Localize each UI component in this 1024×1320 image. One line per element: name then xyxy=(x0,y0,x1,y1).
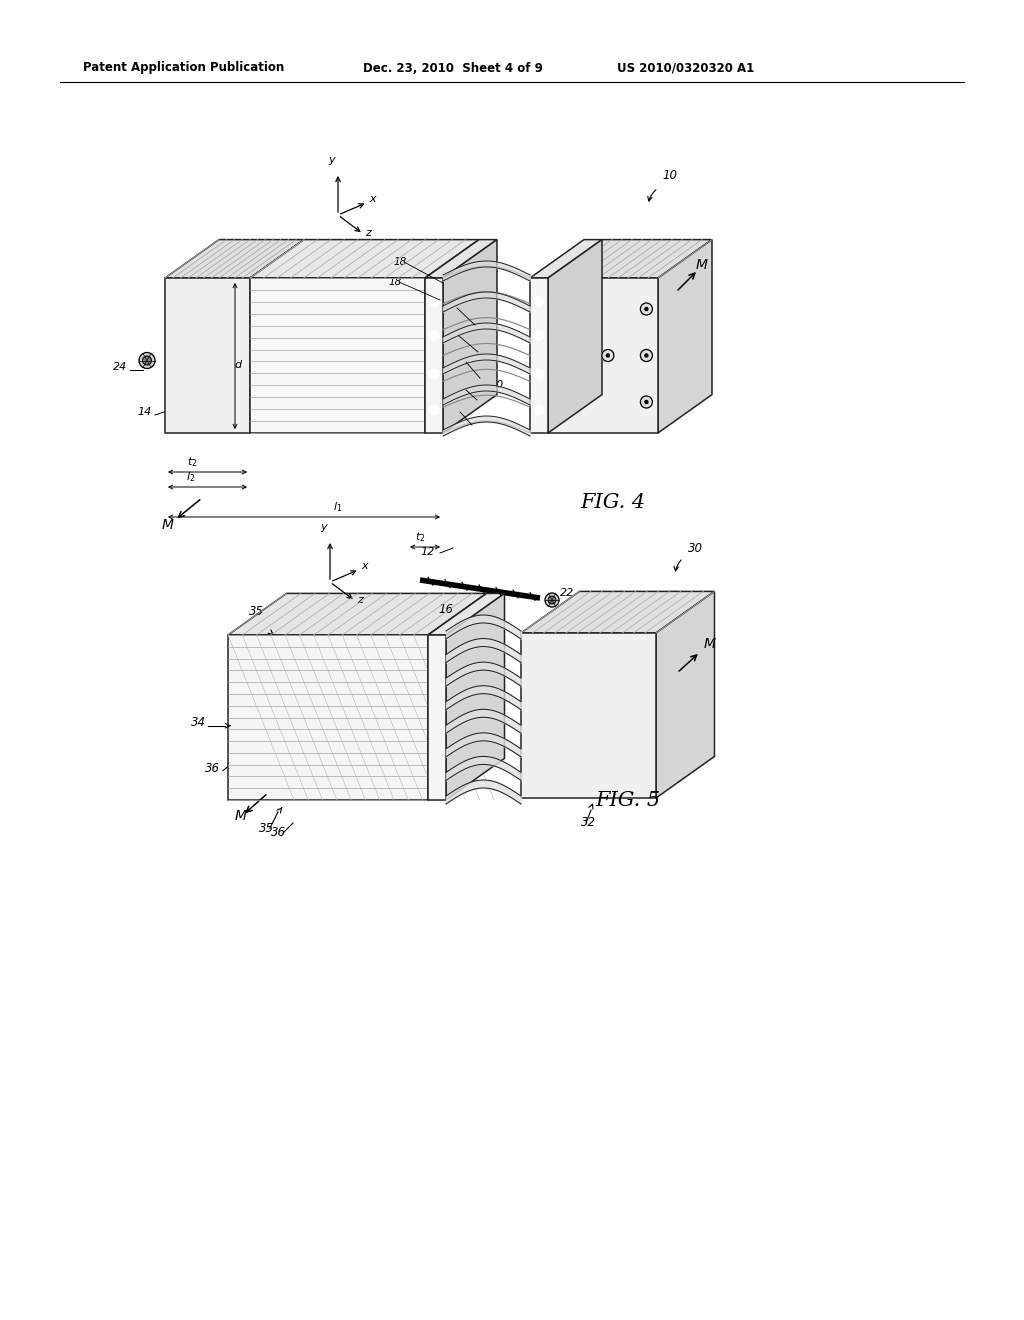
Text: d: d xyxy=(234,360,242,370)
Text: 16: 16 xyxy=(468,257,482,267)
Polygon shape xyxy=(228,635,428,800)
Circle shape xyxy=(429,330,439,341)
Text: y: y xyxy=(321,521,327,532)
Text: US 2010/0320320 A1: US 2010/0320320 A1 xyxy=(617,62,755,74)
Circle shape xyxy=(429,370,439,379)
Circle shape xyxy=(640,304,652,315)
Polygon shape xyxy=(250,240,304,433)
Text: 18: 18 xyxy=(393,257,407,267)
Text: x: x xyxy=(370,194,376,203)
Text: x: x xyxy=(361,561,368,570)
Polygon shape xyxy=(228,594,486,635)
Polygon shape xyxy=(425,240,497,279)
Circle shape xyxy=(548,597,556,603)
Polygon shape xyxy=(521,634,656,799)
Text: 18: 18 xyxy=(388,277,401,286)
Polygon shape xyxy=(250,240,479,279)
Polygon shape xyxy=(425,279,443,433)
Circle shape xyxy=(534,330,544,341)
Polygon shape xyxy=(658,240,712,433)
Text: 16: 16 xyxy=(438,603,453,616)
Text: 30: 30 xyxy=(688,543,703,554)
Text: 18: 18 xyxy=(456,385,469,395)
Polygon shape xyxy=(656,591,715,799)
Circle shape xyxy=(602,350,614,362)
Polygon shape xyxy=(521,591,715,634)
Text: M: M xyxy=(705,638,716,651)
Text: FIG. 4: FIG. 4 xyxy=(580,492,645,511)
Text: 35: 35 xyxy=(258,822,273,836)
Circle shape xyxy=(640,350,652,362)
Polygon shape xyxy=(443,240,497,433)
Text: 24: 24 xyxy=(113,362,127,372)
Text: $l_2$: $l_2$ xyxy=(185,470,195,484)
Text: 36: 36 xyxy=(205,763,220,776)
Polygon shape xyxy=(428,594,486,800)
Polygon shape xyxy=(530,279,548,433)
Polygon shape xyxy=(165,279,250,433)
Polygon shape xyxy=(250,279,425,433)
Circle shape xyxy=(606,354,609,356)
Text: M: M xyxy=(696,257,708,272)
Text: 20: 20 xyxy=(490,380,504,389)
Text: 22: 22 xyxy=(560,587,574,598)
Text: $t_2$: $t_2$ xyxy=(186,455,198,469)
Text: 34: 34 xyxy=(191,715,206,729)
Polygon shape xyxy=(425,240,479,433)
Text: 10: 10 xyxy=(662,169,677,182)
Text: M: M xyxy=(234,809,247,822)
Text: FIG. 5: FIG. 5 xyxy=(595,791,660,809)
Text: $l_1$: $l_1$ xyxy=(334,500,343,513)
Circle shape xyxy=(645,400,648,404)
Circle shape xyxy=(645,308,648,310)
Polygon shape xyxy=(446,594,505,800)
Circle shape xyxy=(534,296,544,306)
Text: 18: 18 xyxy=(456,356,469,367)
Circle shape xyxy=(645,354,648,356)
Circle shape xyxy=(640,396,652,408)
Circle shape xyxy=(534,370,544,379)
Text: 12: 12 xyxy=(420,546,434,557)
Text: $t_2$: $t_2$ xyxy=(415,531,425,544)
Text: Patent Application Publication: Patent Application Publication xyxy=(83,62,285,74)
Circle shape xyxy=(534,405,544,414)
Text: 36: 36 xyxy=(270,826,286,840)
Text: 18: 18 xyxy=(446,304,460,313)
Polygon shape xyxy=(530,240,602,279)
Circle shape xyxy=(429,405,439,414)
Text: 18: 18 xyxy=(450,407,463,417)
Polygon shape xyxy=(428,594,505,635)
Text: 14: 14 xyxy=(138,407,152,417)
Text: z: z xyxy=(357,595,364,605)
Text: Dec. 23, 2010  Sheet 4 of 9: Dec. 23, 2010 Sheet 4 of 9 xyxy=(362,62,543,74)
Polygon shape xyxy=(548,279,658,433)
Circle shape xyxy=(142,356,152,364)
Circle shape xyxy=(429,296,439,306)
Text: 35: 35 xyxy=(249,605,263,618)
Text: 32: 32 xyxy=(581,816,596,829)
Text: y: y xyxy=(329,154,335,165)
Polygon shape xyxy=(428,635,446,800)
Polygon shape xyxy=(548,240,712,279)
Circle shape xyxy=(139,352,155,368)
Polygon shape xyxy=(548,240,602,433)
Circle shape xyxy=(545,593,559,607)
Text: M: M xyxy=(162,517,174,532)
Polygon shape xyxy=(165,240,304,279)
Text: z: z xyxy=(366,228,371,238)
Text: 18: 18 xyxy=(449,331,462,341)
